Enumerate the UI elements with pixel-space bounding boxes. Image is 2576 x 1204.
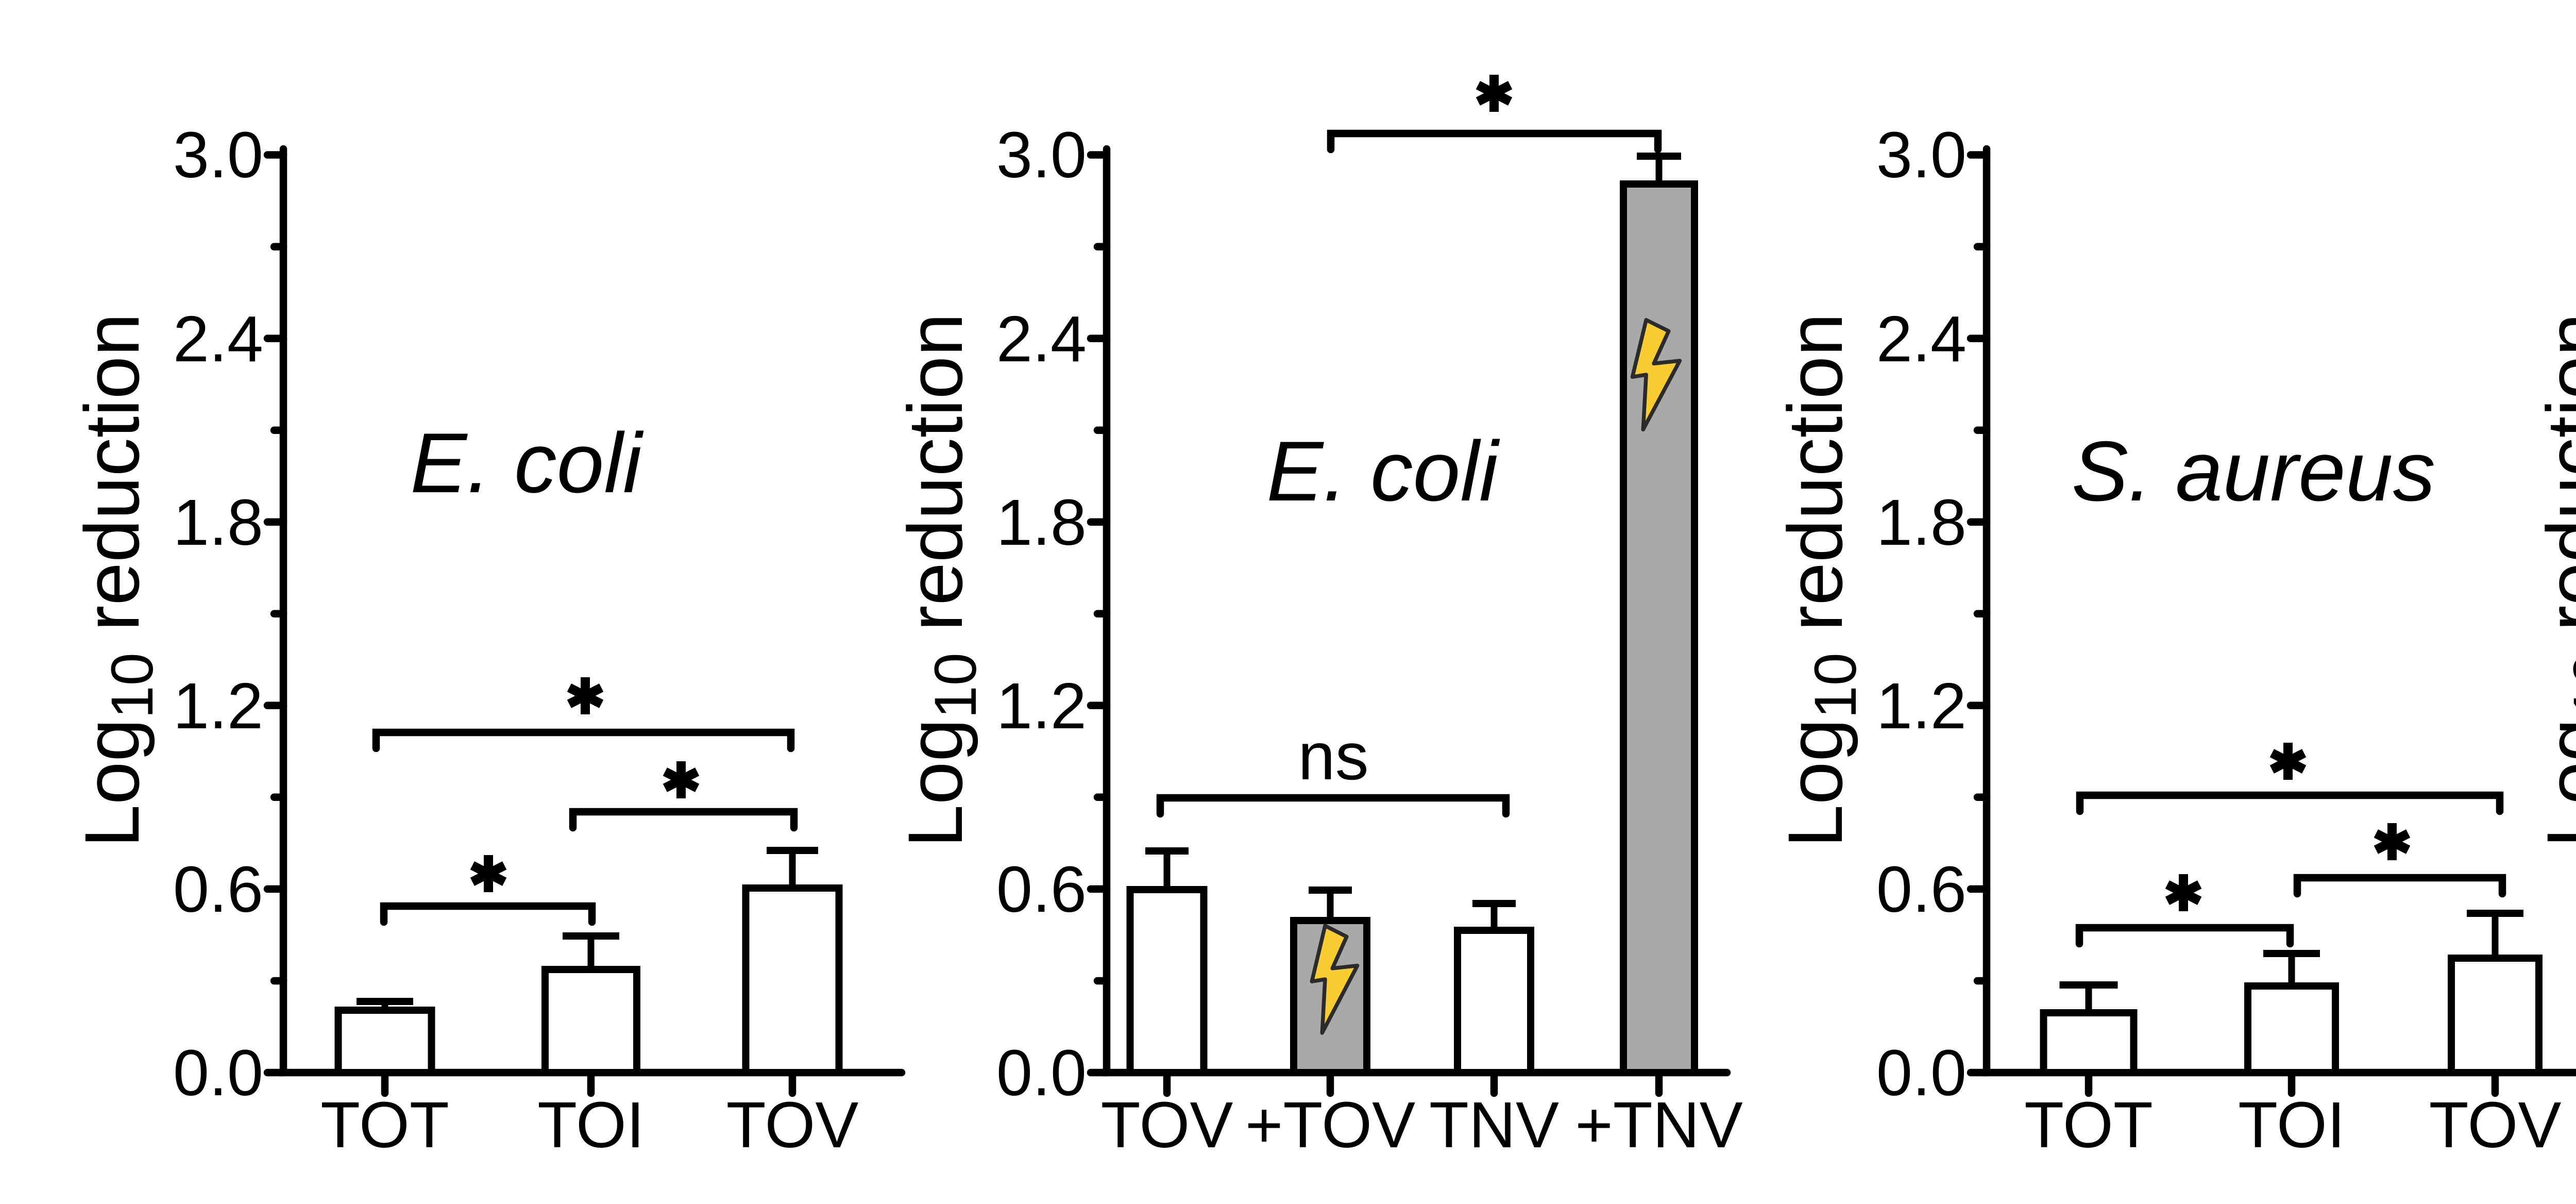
svg-text:1.2: 1.2 [1876,670,1967,742]
svg-text:TOI: TOI [537,1089,645,1161]
svg-text:3.0: 3.0 [996,119,1087,191]
svg-text:2.4: 2.4 [173,303,263,375]
svg-text:TOV: TOV [726,1089,859,1161]
svg-text:+TNV: +TNV [1575,1089,1743,1161]
svg-text:1.2: 1.2 [173,670,263,742]
svg-text:1.2: 1.2 [996,670,1087,742]
svg-text:0.0: 0.0 [996,1036,1087,1109]
svg-text:1.8: 1.8 [996,486,1087,559]
svg-text:1.8: 1.8 [173,486,263,559]
svg-text:S. aureus: S. aureus [2072,424,2435,519]
svg-text:TNV: TNV [1429,1089,1559,1161]
svg-text:TOV: TOV [2429,1089,2562,1161]
svg-text:Log10 reduction: Log10 reduction [892,313,989,848]
svg-text:ns: ns [1298,718,1368,794]
svg-text:0.0: 0.0 [1876,1036,1967,1109]
svg-text:0.6: 0.6 [996,853,1087,926]
svg-text:1.8: 1.8 [1876,486,1967,559]
svg-text:3.0: 3.0 [173,119,263,191]
svg-text:2.4: 2.4 [1876,303,1967,375]
svg-text:E. coli: E. coli [410,415,644,510]
svg-text:Log10 reduction: Log10 reduction [2531,313,2576,848]
svg-text:TOV: TOV [1101,1089,1233,1161]
svg-text:TOT: TOT [2024,1089,2153,1161]
svg-text:2.4: 2.4 [996,303,1087,375]
svg-text:TOT: TOT [320,1089,449,1161]
svg-text:0.6: 0.6 [1876,853,1967,926]
svg-text:Log10 reduction: Log10 reduction [69,313,165,848]
svg-text:0.6: 0.6 [173,853,263,926]
svg-text:+TOV: +TOV [1245,1089,1415,1161]
svg-text:3.0: 3.0 [1876,119,1967,191]
svg-text:E. coli: E. coli [1266,424,1500,519]
svg-text:TOI: TOI [2238,1089,2345,1161]
svg-text:Log10 reduction: Log10 reduction [1772,313,1869,848]
svg-text:0.0: 0.0 [173,1036,263,1109]
